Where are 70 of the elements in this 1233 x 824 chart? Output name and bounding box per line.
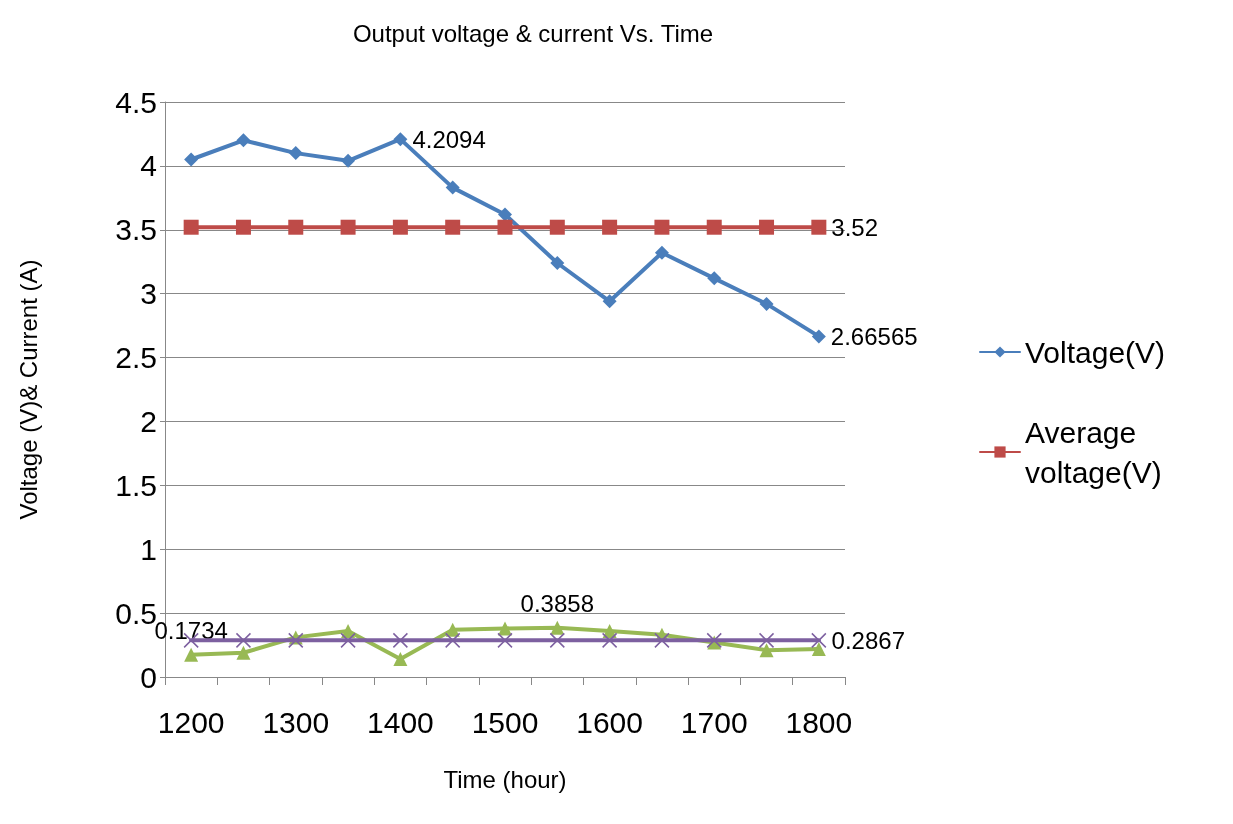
data-label: 0.3858 — [520, 590, 595, 618]
point — [183, 219, 199, 235]
x-tick-label: 1600 — [576, 705, 643, 739]
point — [497, 219, 513, 235]
point — [392, 219, 408, 235]
point — [288, 146, 303, 161]
x-tick-label: 1500 — [471, 705, 539, 739]
y-tick-label: 2.5 — [115, 341, 157, 375]
point — [392, 632, 409, 649]
x-tick-label: 1700 — [680, 705, 748, 739]
point — [341, 153, 356, 168]
point — [654, 219, 670, 235]
point — [759, 296, 774, 311]
point — [393, 652, 408, 667]
y-tick-label: 1.5 — [115, 468, 157, 502]
point — [759, 643, 774, 658]
y-tick-label: 0 — [140, 660, 157, 694]
x-tick-label: 1800 — [785, 705, 853, 739]
point — [549, 632, 566, 649]
y-axis-title: Voltage (V)& Current (A) — [14, 259, 42, 520]
point — [601, 632, 618, 649]
y-tick-label: 4 — [140, 149, 157, 183]
data-label: 2.66565 — [830, 322, 918, 350]
y-tick-label: 1 — [140, 532, 157, 566]
point — [811, 632, 827, 649]
point — [235, 219, 251, 235]
y-tick-label: 4.5 — [115, 85, 157, 119]
x-tick-label: 1300 — [262, 705, 330, 739]
point — [497, 632, 513, 649]
point — [707, 271, 722, 286]
point — [445, 180, 460, 195]
point — [288, 219, 304, 235]
point — [759, 219, 775, 235]
point — [236, 133, 251, 148]
point — [549, 219, 565, 235]
y-tick-label: 3.5 — [115, 213, 157, 247]
y-tick-label: 3 — [140, 277, 157, 311]
point — [498, 207, 512, 222]
point — [550, 256, 565, 270]
point — [550, 620, 565, 635]
point — [235, 632, 252, 649]
point — [811, 329, 826, 344]
point — [340, 632, 356, 649]
point — [498, 621, 512, 636]
point — [236, 645, 251, 660]
x-axis-title: Time (hour) — [443, 765, 567, 793]
point — [602, 294, 617, 309]
data-label: 4.2094 — [412, 125, 486, 153]
point — [706, 219, 722, 235]
data-label: 0.2867 — [831, 626, 905, 654]
point — [654, 632, 670, 649]
legend-label: Average voltage(V) — [1025, 415, 1162, 489]
point — [288, 632, 304, 649]
point — [811, 641, 826, 656]
x-tick-label: 1400 — [367, 705, 434, 739]
point — [811, 219, 827, 235]
x-tick-label: 1200 — [157, 705, 225, 739]
point — [393, 132, 408, 147]
point — [445, 219, 461, 235]
legend-label: Voltage(V) — [1025, 335, 1166, 369]
point — [654, 245, 669, 260]
point — [602, 219, 618, 235]
data-label: 3.52 — [831, 213, 879, 241]
point — [444, 632, 461, 649]
point — [184, 152, 199, 167]
chart-title: Output voltage & current Vs. Time — [352, 19, 714, 47]
point — [340, 219, 356, 235]
point — [184, 647, 199, 662]
y-tick-label: 2 — [140, 404, 157, 438]
point — [758, 632, 775, 649]
